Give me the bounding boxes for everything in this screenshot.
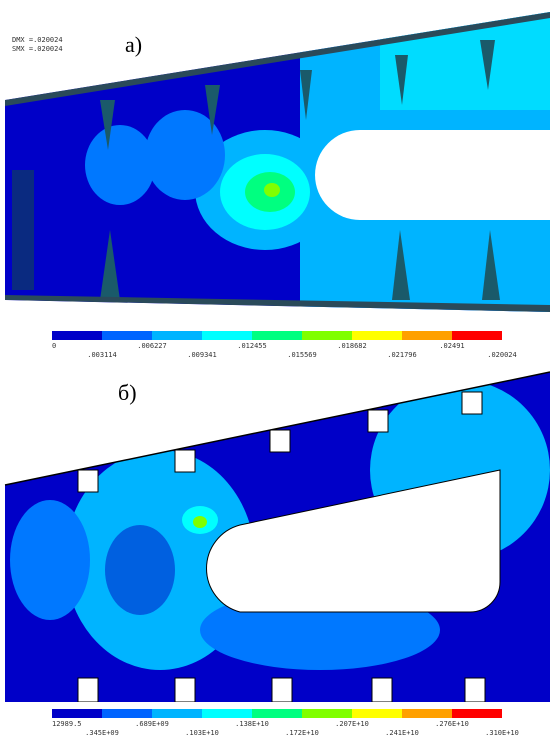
- legend-label: .02491: [439, 342, 464, 350]
- legend-label: 0: [52, 342, 56, 350]
- colorbar-segment: [152, 709, 202, 718]
- colorbar-segment: [352, 331, 402, 340]
- colorbar-segment: [52, 331, 102, 340]
- colorbar-segment: [202, 331, 252, 340]
- legend-label: .241E+10: [385, 729, 419, 737]
- colorbar: 0 .006227 .012455 .018682 .02491 .003114 .0093…: [52, 331, 517, 359]
- legend-label: .310E+10: [485, 729, 519, 737]
- colorbar-segment: [102, 331, 152, 340]
- colorbar-segment: [252, 709, 302, 718]
- panel-label: б): [118, 380, 137, 405]
- contour-plot-b: [0, 360, 550, 705]
- colorbar-segment: [402, 331, 452, 340]
- legend-label: .172E+10: [285, 729, 319, 737]
- legend-label: .018682: [337, 342, 367, 350]
- colorbar: 12989.5 .689E+09 .138E+10 .207E+10 .276E+10.…: [52, 709, 519, 737]
- legend-label: .345E+09: [85, 729, 119, 737]
- colorbar-segment: [452, 331, 502, 340]
- contour-plot-a: [0, 0, 550, 320]
- legend-label: .015569: [287, 351, 317, 359]
- colorbar-segment: [452, 709, 502, 718]
- colorbar-segment: [202, 709, 252, 718]
- legend-label: .009341: [187, 351, 217, 359]
- legend-label: .689E+09: [135, 720, 169, 728]
- legend-label: .020024: [487, 351, 517, 359]
- legend-label: .021796: [387, 351, 417, 359]
- legend-label: .006227: [137, 342, 167, 350]
- legend-label: .138E+10: [235, 720, 269, 728]
- legend-label: .012455: [237, 342, 267, 350]
- colorbar-segment: [352, 709, 402, 718]
- legend-label: .207E+10: [335, 720, 369, 728]
- legend-label: .003114: [87, 351, 117, 359]
- colorbar-segment: [302, 709, 352, 718]
- info-text: DMX =.020024: [12, 36, 63, 44]
- legend-label: .276E+10: [435, 720, 469, 728]
- info-text: SMX =.020024: [12, 45, 63, 53]
- figure: DMX =.020024 SMX =.020024 а) 0 .006227 .01…: [0, 0, 550, 738]
- colorbar-segment: [52, 709, 102, 718]
- colorbar-segment: [402, 709, 452, 718]
- panel-label: а): [125, 32, 142, 57]
- colorbar-segment: [302, 331, 352, 340]
- legend-label: .103E+10: [185, 729, 219, 737]
- colorbar-segment: [252, 331, 302, 340]
- colorbar-segment: [152, 331, 202, 340]
- colorbar-segment: [102, 709, 152, 718]
- legend-label: 12989.5: [52, 720, 82, 728]
